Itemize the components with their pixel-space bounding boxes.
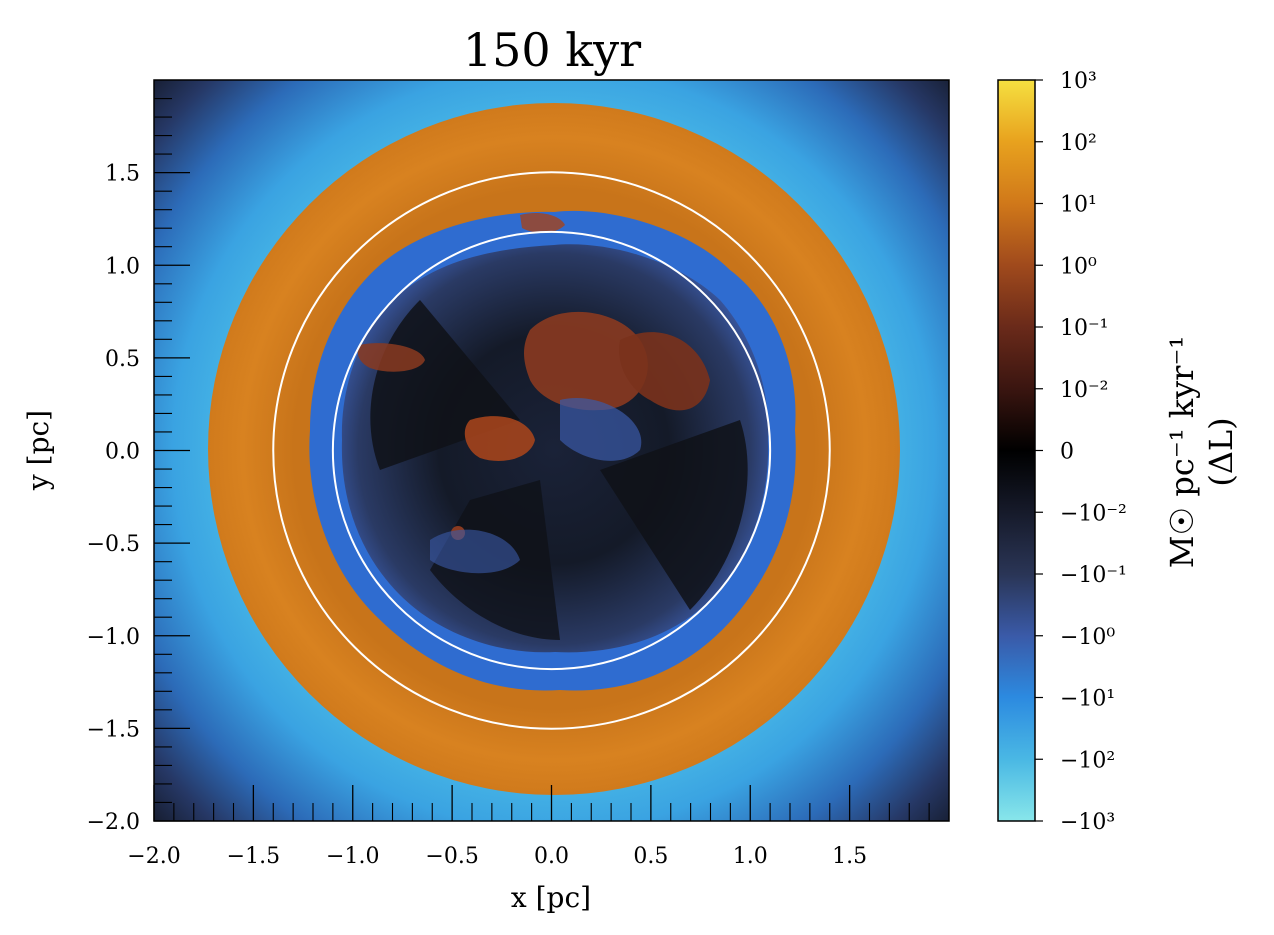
colorbar-tick-label: 10¹ [1060,193,1097,218]
x-tick-label: 0.0 [534,844,569,869]
colorbar-tick-label: −10³ [1060,810,1115,835]
x-axis: −2.0 −1.5 −1.0 −0.5 0.0 0.5 1.0 1.5 [127,785,930,869]
colorbar-tick-label: −10⁰ [1060,625,1115,650]
colorbar [997,79,1036,822]
y-tick-label: 0.5 [105,347,140,372]
y-tick-label: −0.5 [87,532,140,557]
y-tick-label: 1.0 [105,254,140,279]
colorbar-tick-label: 0 [1060,440,1074,465]
x-tick-label: 0.5 [633,844,668,869]
chart-title: 150 kyr [463,23,641,77]
positive-patch [524,311,648,411]
dark-sector [600,420,748,610]
y-tick-label: −1.5 [87,717,140,742]
colorbar-tick-label: 10⁻¹ [1060,316,1108,341]
y-axis: −2.0 −1.5 −1.0 −0.5 0.0 0.5 1.0 1.5 [87,97,190,835]
colorbar-tick-label: −10¹ [1060,687,1115,712]
circle-r-1.1 [331,230,772,671]
circle-r-1.4 [272,171,831,730]
negative-filament [430,529,520,574]
positive-patch [619,332,710,411]
x-tick-label: 1.0 [733,844,768,869]
heatmap-image [154,80,949,821]
colorbar-tick-label: −10⁻² [1060,501,1127,526]
colorbar-tick-label: −10² [1060,748,1115,773]
positive-patch [357,343,425,372]
x-tick-label: −1.0 [326,844,379,869]
y-tick-label: −2.0 [87,810,140,835]
y-tick-label: 0.0 [105,440,140,465]
colorbar-tick-label: −10⁻¹ [1060,563,1127,588]
colorbar-ticks: 10³ 10² 10¹ 10⁰ 10⁻¹ 10⁻² 0 −10⁻² −10⁻¹ −10⁰ −10¹ −… [1035,69,1127,835]
y-tick-label: 1.5 [105,162,140,187]
y-axis-label: y [pc] [22,410,55,491]
x-tick-label: −1.5 [227,844,280,869]
colorbar-label-line2: (ΔL) [1202,417,1240,486]
x-tick-label: −0.5 [425,844,478,869]
x-tick-label: −2.0 [127,844,180,869]
y-tick-label: −1.0 [87,625,140,650]
x-axis-label: x [pc] [511,881,591,914]
negative-filament [560,398,642,461]
positive-patch [464,416,535,461]
positive-patch [520,213,565,233]
colorbar-tick-label: 10³ [1060,69,1097,94]
colorbar-tick-label: 10⁰ [1060,254,1097,279]
colorbar-tick-label: 10² [1060,131,1097,156]
colorbar-tick-label: 10⁻² [1060,378,1108,403]
colorbar-label-line1: M☉ pc⁻¹ kyr⁻¹ [1163,336,1201,568]
x-tick-label: 1.5 [832,844,867,869]
